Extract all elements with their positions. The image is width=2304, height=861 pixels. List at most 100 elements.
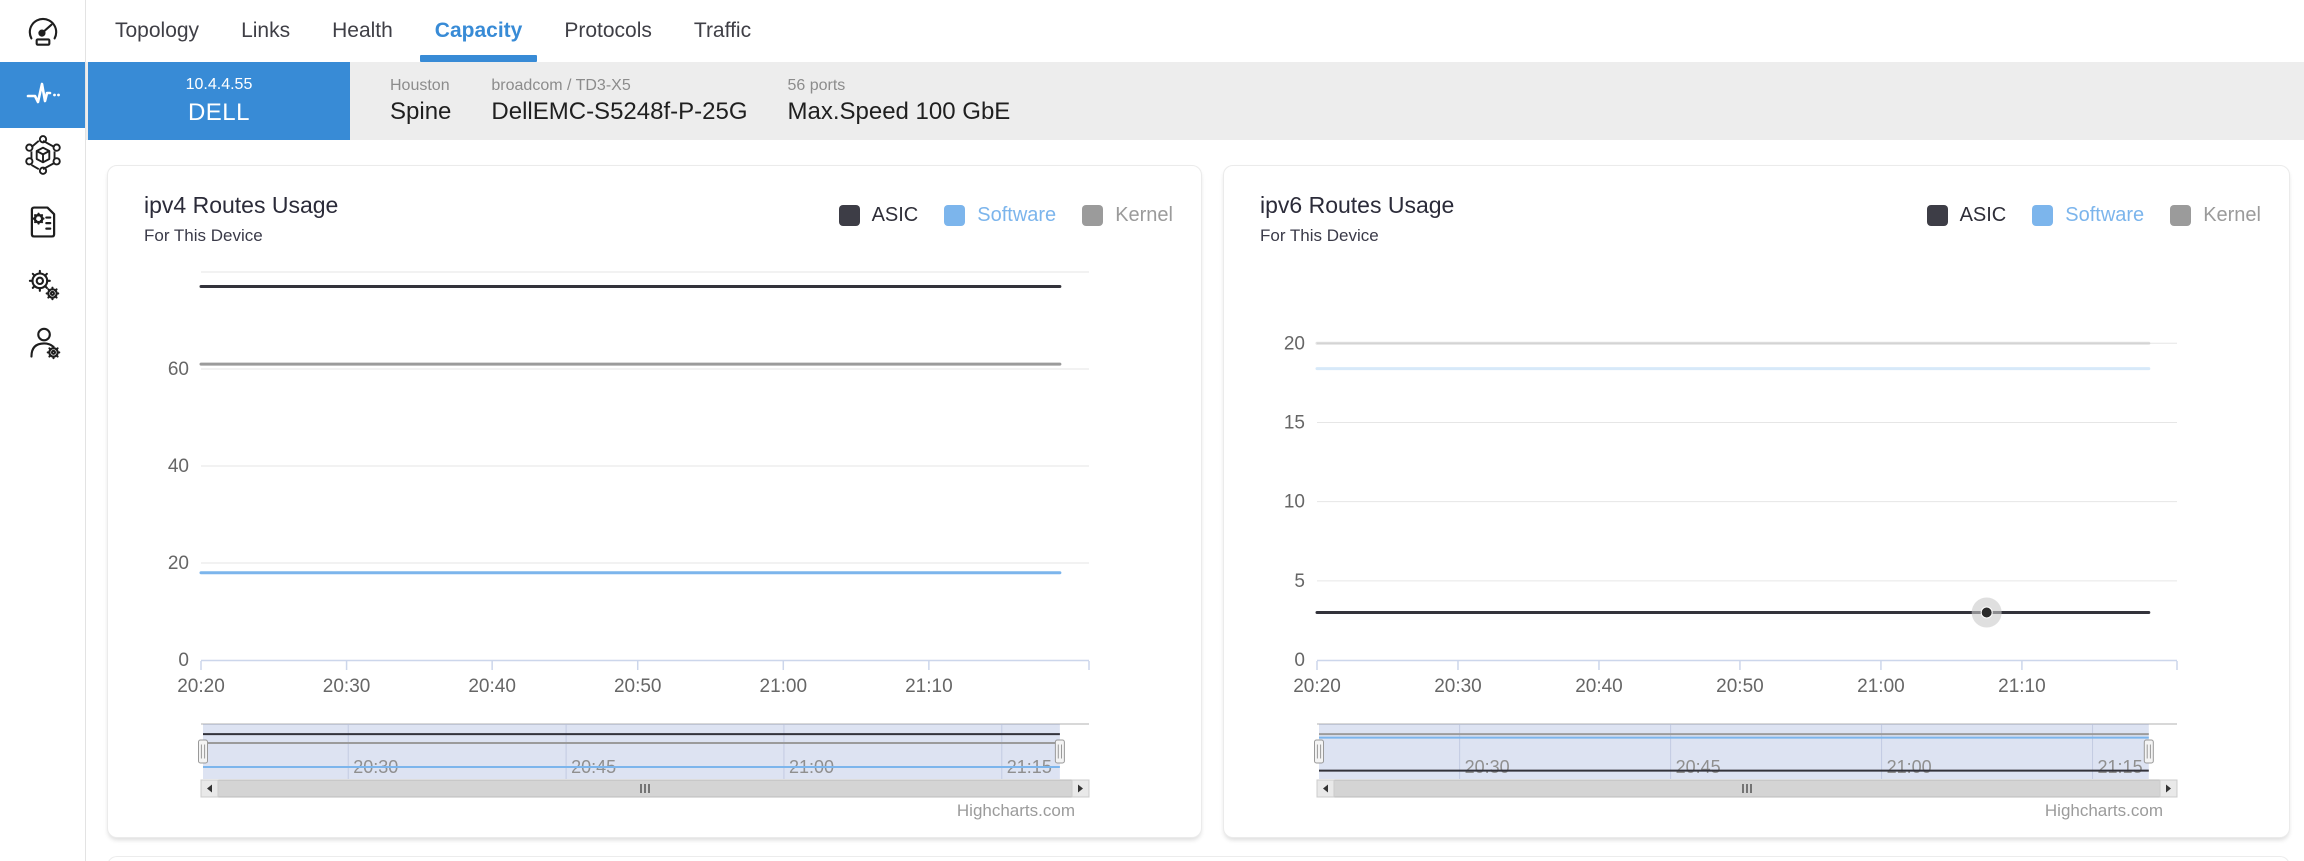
tab-health[interactable]: Health [311,0,414,62]
tab-topology[interactable]: Topology [94,0,220,62]
legend-swatch [1082,205,1104,226]
sidebar-item-validation[interactable] [0,196,85,248]
navigator-right-handle[interactable] [2143,739,2154,764]
y-axis-label: 20 [1284,333,1305,354]
sidebar-item-dashboard[interactable] [0,0,85,62]
chart-legend: ASIC Software Kernel [1901,204,2261,227]
tab-capacity[interactable]: Capacity [414,0,544,62]
x-axis-label: 20:40 [1575,676,1623,697]
scrollbar-right-arrow[interactable] [1071,779,1090,798]
navigator-time-label: 21:00 [1887,757,1932,777]
navigator-mask[interactable] [203,724,1060,779]
gauge-icon [28,17,57,46]
chart-subtitle: For This Device [1260,226,1379,245]
legend-label: Software [2065,204,2145,226]
legend-item-kernel[interactable]: Kernel [2170,204,2261,227]
x-axis-label: 20:50 [614,676,662,697]
sidebar-item-topology[interactable] [0,132,85,178]
y-axis-label: 60 [168,359,189,380]
legend-swatch [2032,205,2054,226]
navigator-right-handle[interactable] [1054,739,1065,764]
device-location-group: Houston Spine [390,62,451,140]
x-axis-label: 21:00 [1857,676,1905,697]
y-axis-label: 20 [168,553,189,574]
x-axis-label: 21:00 [760,676,808,697]
legend-swatch [944,205,966,226]
sidebar-item-user-admin[interactable] [0,316,85,372]
device-ports-label: 56 ports [787,77,846,94]
legend-label: ASIC [871,204,919,226]
tab-label: Health [332,19,393,42]
user-gear-icon [29,327,60,360]
sidebar-item-monitoring[interactable] [0,62,85,128]
navigator-left-handle[interactable] [198,739,208,764]
selected-device-card[interactable]: 10.4.4.55 DELL [88,62,350,140]
x-axis-label: 20:30 [1434,676,1482,697]
y-axis-label: 10 [1284,492,1305,513]
navigator-time-label: 20:30 [1465,757,1510,777]
device-bar: 10.4.4.55 DELL Houston Spine broadcom / … [86,62,2304,140]
scrollbar-left-arrow[interactable] [1316,779,1335,798]
tab-protocols[interactable]: Protocols [543,0,673,62]
next-card-top-edge [107,856,2290,861]
scrollbar-left-arrow[interactable] [200,779,219,798]
legend-label: Kernel [1115,204,1173,226]
y-axis-label: 5 [1294,571,1305,592]
device-model-group: broadcom / TD3-X5 DellEMC-S5248f-P-25G [491,62,747,140]
y-axis-label: 15 [1284,412,1305,433]
document-gear-icon [30,206,55,238]
legend-item-asic[interactable]: ASIC [1926,204,2007,227]
x-axis-label: 20:40 [468,676,516,697]
y-axis-label: 0 [1294,650,1305,671]
ipv6-routes-card: ipv6 Routes Usage For This Device ASIC So… [1223,165,2290,838]
legend-label: Kernel [2203,204,2261,226]
scrollbar-right-arrow[interactable] [2159,779,2178,798]
tab-traffic[interactable]: Traffic [673,0,772,62]
x-axis-label: 21:10 [905,676,953,697]
pulse-icon [26,82,60,104]
x-axis-label: 20:20 [1293,676,1341,697]
x-axis-label: 21:10 [1998,676,2046,697]
chart-title: ipv4 Routes Usage [144,192,339,218]
legend-label: ASIC [1959,204,2007,226]
device-asic-label: broadcom / TD3-X5 [491,77,631,94]
highcharts-credit[interactable]: Highcharts.com [956,801,1075,820]
chart-legend: ASIC Software Kernel [813,204,1173,227]
navigator-time-label: 20:45 [1676,757,1721,777]
device-ports-group: 56 ports Max.Speed 100 GbE [787,62,1010,140]
device-ip: 10.4.4.55 [185,76,253,93]
sidebar-item-settings[interactable] [0,256,85,312]
tab-label: Topology [115,19,200,42]
highcharts-credit[interactable]: Highcharts.com [2044,801,2163,820]
y-axis-label: 40 [168,456,189,477]
hover-marker [1971,597,2002,628]
tab-label: Protocols [564,19,652,42]
device-role: Spine [390,98,452,125]
navigator-left-handle[interactable] [1314,739,1324,764]
tab-label: Links [241,19,291,42]
tab-bar: Topology Links Health Capacity Protocols Traf… [86,0,2304,62]
legend-item-software[interactable]: Software [2032,204,2144,227]
legend-item-software[interactable]: Software [944,204,1056,227]
legend-label: Software [977,204,1057,226]
ipv6-chart-canvas[interactable]: 0 5 10 15 20 20:20 20:30 20:40 20:50 21:00 21:10 20… [1254,266,2259,818]
x-axis-label: 20:50 [1716,676,1764,697]
tab-label: Traffic [693,19,752,42]
x-axis-label: 20:30 [323,676,371,697]
legend-item-kernel[interactable]: Kernel [1082,204,1173,227]
legend-swatch [838,205,860,226]
sidebar [0,0,86,861]
ipv4-routes-card: ipv4 Routes Usage For This Device ASIC So… [107,165,1202,838]
device-model: DellEMC-S5248f-P-25G [491,98,748,125]
topology-icon [24,135,61,175]
chart-title: ipv6 Routes Usage [1260,192,1455,218]
device-speed: Max.Speed 100 GbE [787,98,1011,125]
tab-links[interactable]: Links [220,0,311,62]
device-location-label: Houston [390,77,450,94]
legend-swatch [1926,205,1948,226]
legend-item-asic[interactable]: ASIC [838,204,919,227]
active-tab-underline [419,55,538,62]
y-axis-label: 0 [178,650,189,671]
